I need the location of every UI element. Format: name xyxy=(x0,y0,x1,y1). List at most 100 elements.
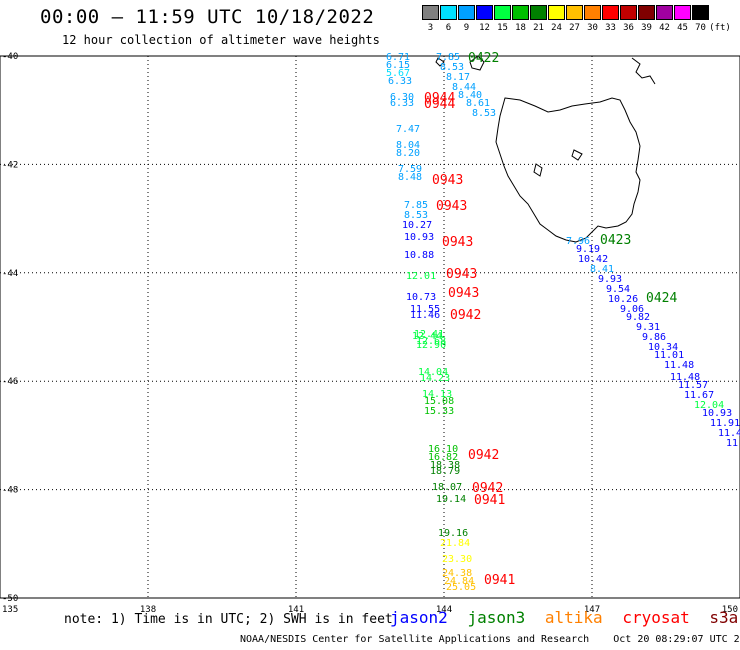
scale-label-30: 30 xyxy=(587,23,598,33)
swh-reading-track-c: 11 xyxy=(726,438,738,449)
swh-reading-track-b: 8.53 xyxy=(472,108,496,119)
time-label-cryosat: 0944 xyxy=(424,91,455,106)
legend-cryosat: cryosat xyxy=(622,608,690,627)
page-subtitle: 12 hour collection of altimeter wave hei… xyxy=(62,33,380,47)
swh-reading-track-a: 14.04 xyxy=(418,367,448,378)
swh-reading-track-b: 8.40 xyxy=(458,90,482,101)
swh-reading-track-a: 23.30 xyxy=(442,554,472,565)
lat-label: -50 xyxy=(2,594,18,604)
swh-reading-track-a: 10.93 xyxy=(404,232,434,243)
scale-label-18: 18 xyxy=(515,23,526,33)
scale-label-33: 33 xyxy=(605,23,616,33)
time-label-cryosat: 0943 xyxy=(436,199,467,214)
scale-label-39: 39 xyxy=(641,23,652,33)
footer-credit: NOAA/NESDIS Center for Satellite Applica… xyxy=(240,634,740,645)
time-label-cryosat: 0942 xyxy=(450,308,481,323)
scale-label-27: 27 xyxy=(569,23,580,33)
scale-swatch-3 xyxy=(422,5,439,20)
swh-reading-track-a: 14.13 xyxy=(422,389,452,400)
lat-label: -40 xyxy=(2,52,18,62)
legend-jason2: jason2 xyxy=(390,608,448,627)
scale-label-6: 6 xyxy=(445,23,452,33)
swh-reading-track-a: 19.14 xyxy=(436,494,466,505)
page-title: 00:00 – 11:59 UTC 10/18/2022 xyxy=(40,6,375,28)
swh-reading-track-c: 9.54 xyxy=(606,284,630,295)
scale-label-70: 70 xyxy=(695,23,706,33)
swh-reading-track-a: 19.16 xyxy=(438,528,468,539)
scale-label-42: 42 xyxy=(659,23,670,33)
scale-swatch-33 xyxy=(602,5,619,20)
swh-reading-track-a: 8.48 xyxy=(398,172,422,183)
swh-reading-track-b: 8.17 xyxy=(446,72,470,83)
swh-reading-track-c: 9.86 xyxy=(642,332,666,343)
tasmania-coastline xyxy=(495,97,641,243)
swh-reading-track-a: 7.85 xyxy=(404,200,428,211)
footer-note: note: 1) Time is in UTC; 2) SWH is in fe… xyxy=(64,612,393,627)
swh-reading-track-c: 10.34 xyxy=(648,342,678,353)
scale-label-24: 24 xyxy=(551,23,562,33)
legend-jason3: jason3 xyxy=(467,608,526,627)
swh-reading-track-a: 16.82 xyxy=(428,452,458,463)
scale-swatch-12 xyxy=(476,5,493,20)
time-label-jason3: 0424 xyxy=(646,291,677,306)
swh-reading-track-a: 11.55 xyxy=(410,304,440,315)
scale-swatch-30 xyxy=(584,5,601,20)
scale-label-21: 21 xyxy=(533,23,544,33)
swh-reading-track-a: 18.79 xyxy=(430,466,460,477)
time-label-jason3: 0423 xyxy=(600,233,631,248)
scale-label-12: 12 xyxy=(479,23,490,33)
swh-reading-track-a: 7.47 xyxy=(396,124,420,135)
lat-label: -48 xyxy=(2,486,18,496)
swh-reading-track-c: 11.48 xyxy=(664,360,694,371)
lon-label: 147 xyxy=(584,605,600,615)
swh-reading-track-a: 12.90 xyxy=(416,340,446,351)
swh-reading-track-b: 8.44 xyxy=(452,82,476,93)
legend-s3a: s3a xyxy=(709,608,739,627)
swh-reading-track-a: 6.33 xyxy=(388,76,412,87)
swh-reading-track-a: 14.23 xyxy=(420,373,450,384)
scale-label-9: 9 xyxy=(463,23,470,33)
mainland-coastline xyxy=(631,57,656,85)
time-label-cryosat: 0944 xyxy=(424,97,455,112)
swh-reading-track-b: 8.61 xyxy=(466,98,490,109)
swh-reading-track-a: 24.84 xyxy=(444,576,474,587)
swh-reading-track-a: 12.01 xyxy=(406,271,436,282)
swh-reading-track-a: 15.33 xyxy=(424,406,454,417)
time-label-cryosat: 0942 xyxy=(472,481,503,496)
time-label-cryosat: 0943 xyxy=(446,267,477,282)
scale-swatch-42 xyxy=(656,5,673,20)
swh-reading-track-c: 10.42 xyxy=(578,254,608,265)
swh-reading-track-c: 11.67 xyxy=(684,390,714,401)
swh-reading-track-c: 11.01 xyxy=(654,350,684,361)
scale-swatch-18 xyxy=(512,5,529,20)
swh-reading-track-a: 25.05 xyxy=(446,582,476,593)
lat-label: -42 xyxy=(2,160,18,170)
swh-reading-track-c: 11.91 xyxy=(710,418,740,429)
lat-label: -46 xyxy=(2,377,18,387)
swh-reading-track-a: 12.44 xyxy=(412,331,442,342)
swh-reading-track-c: 9.82 xyxy=(626,312,650,323)
swh-reading-track-a: 10.27 xyxy=(402,220,432,231)
swh-reading-track-b: 8.53 xyxy=(440,62,464,73)
time-label-cryosat: 0941 xyxy=(474,493,505,508)
swh-reading-track-a: 6.33 xyxy=(390,98,414,109)
wave-height-color-scale: 3 6 9 12 15 18 21 24 27 30 33 36 39 42 45 70 (ft) xyxy=(422,5,731,37)
swh-reading-track-a: 6.15 xyxy=(386,60,410,71)
swh-reading-track-a: 7.59 xyxy=(398,164,422,175)
swh-reading-track-a: 16.10 xyxy=(428,444,458,455)
swh-reading-track-a: 6.30 xyxy=(390,92,414,103)
scale-swatch-45 xyxy=(674,5,691,20)
swh-reading-track-a: 8.20 xyxy=(396,148,420,159)
swh-reading-track-c: 9.31 xyxy=(636,322,660,333)
swh-reading-track-a: 15.08 xyxy=(424,396,454,407)
swh-reading-track-a: 21.84 xyxy=(440,538,470,549)
scale-swatch-39 xyxy=(638,5,655,20)
time-label-jason3: 0422 xyxy=(468,51,499,66)
scale-unit: (ft) xyxy=(709,23,731,33)
swh-reading-track-c: 7.96 xyxy=(566,236,590,247)
scale-swatch-70 xyxy=(692,5,709,20)
scale-swatch-24 xyxy=(548,5,565,20)
scale-swatch-27 xyxy=(566,5,583,20)
